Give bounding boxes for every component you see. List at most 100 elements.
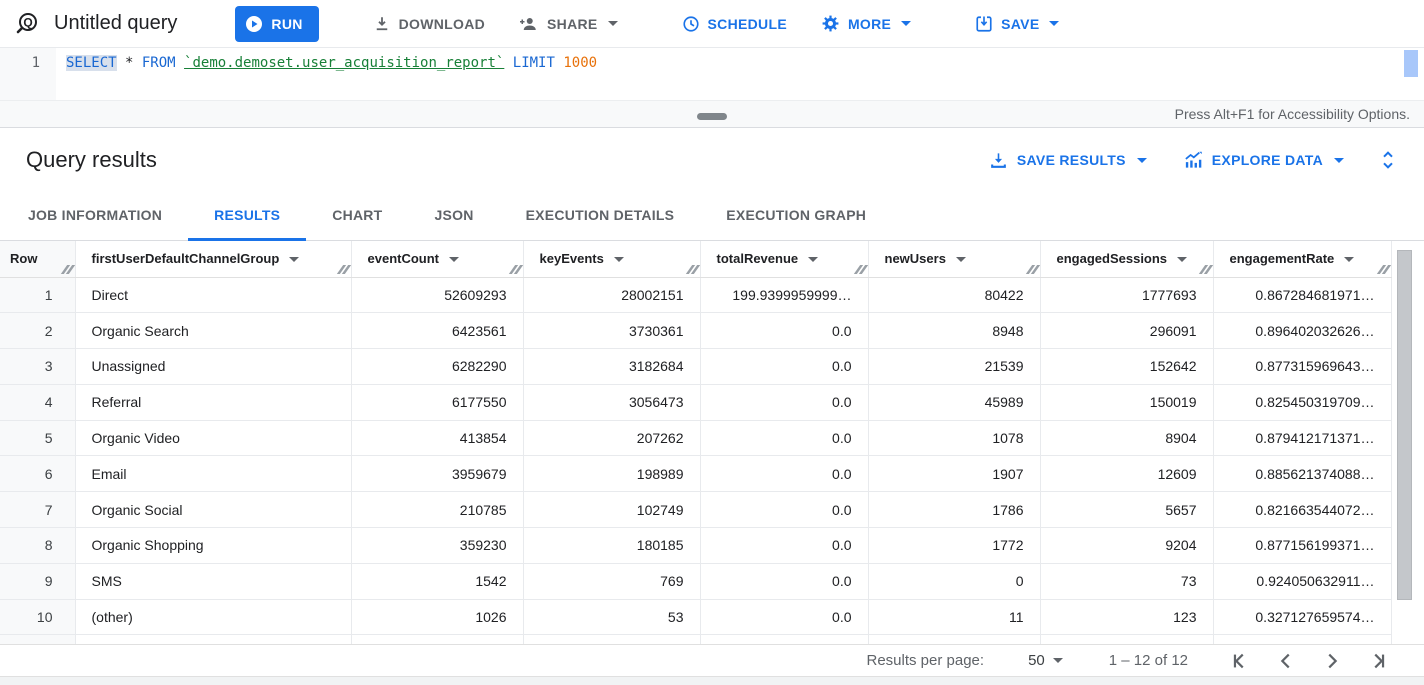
- collapse-panel-button[interactable]: [1380, 150, 1396, 170]
- more-button[interactable]: MORE: [811, 6, 921, 42]
- share-label: SHARE: [547, 15, 598, 32]
- cell-engagedSessions: 1777693: [1040, 277, 1214, 314]
- cell-engagementRate: 0.879412171371…: [1213, 420, 1392, 457]
- chevron-left-icon: [1280, 653, 1290, 668]
- cell-newUsers: 80422: [868, 277, 1041, 314]
- row-number: 8: [0, 527, 76, 564]
- table-row: 5 Organic Video 413854 207262 0.0 1078 8904 0.8…: [0, 420, 1392, 457]
- page-size-select[interactable]: 50: [1028, 652, 1063, 669]
- sql-code-line[interactable]: SELECT * FROM `demo.demoset.user_acquisi…: [56, 48, 597, 100]
- save-results-icon: [991, 152, 1006, 168]
- run-button[interactable]: RUN: [235, 5, 319, 42]
- cell-keyEvents: 102749: [523, 491, 701, 529]
- tab-execution-graph[interactable]: EXECUTION GRAPH: [726, 207, 867, 223]
- column-menu-icon[interactable]: [613, 257, 624, 263]
- column-header-keyEvents: keyEvents: [523, 241, 701, 278]
- cell-newUsers: 11: [868, 599, 1041, 636]
- column-resize-handle[interactable]: [1030, 264, 1039, 274]
- pagination-buttons: [1228, 649, 1390, 673]
- column-menu-icon[interactable]: [1177, 257, 1188, 263]
- sql-token: [176, 55, 184, 71]
- cell-eventCount: 1542: [351, 563, 524, 600]
- schedule-label: SCHEDULE: [707, 15, 787, 32]
- column-label: totalRevenue: [716, 251, 799, 267]
- cell-totalRevenue: 0.0: [700, 312, 869, 350]
- cell-totalRevenue: 0.0: [700, 599, 869, 636]
- column-resize-handle[interactable]: [858, 264, 867, 274]
- column-menu-icon[interactable]: [955, 257, 966, 263]
- next-page-button[interactable]: [1320, 649, 1344, 673]
- table-row: 4 Referral 6177550 3056473 0.0 45989 150019 0.8…: [0, 384, 1392, 421]
- column-menu-icon[interactable]: [289, 257, 300, 263]
- column-label: newUsers: [884, 251, 946, 267]
- explore-data-button[interactable]: EXPLORE DATA: [1183, 151, 1344, 170]
- cell-firstUserDefaultChannelGroup: Organic Shopping: [75, 527, 352, 564]
- editor-scrollbar[interactable]: [1404, 50, 1418, 77]
- cell-engagementRate: 0.825450319709…: [1213, 384, 1392, 421]
- sql-editor[interactable]: 1 SELECT * FROM `demo.demoset.user_acqui…: [0, 48, 1424, 100]
- table-scrollbar[interactable]: [1397, 250, 1412, 600]
- column-resize-handle[interactable]: [513, 264, 522, 274]
- download-button[interactable]: DOWNLOAD: [363, 6, 495, 42]
- explore-data-label: EXPLORE DATA: [1211, 152, 1323, 168]
- table-row: 3 Unassigned 6282290 3182684 0.0 21539 152642 0…: [0, 348, 1392, 385]
- cell-eventCount: 210785: [351, 491, 524, 529]
- column-resize-handle[interactable]: [341, 264, 350, 274]
- cell-totalRevenue: 0.0: [700, 491, 869, 529]
- cell-firstUserDefaultChannelGroup: (other): [75, 599, 352, 636]
- cell-newUsers: 1786: [868, 491, 1041, 529]
- column-header-engagementRate: engagementRate: [1213, 241, 1392, 278]
- previous-page-button[interactable]: [1274, 649, 1298, 673]
- last-page-button[interactable]: [1366, 649, 1390, 673]
- save-results-button[interactable]: SAVE RESULTS: [989, 151, 1147, 170]
- cell-engagementRate: 0.896402032626…: [1213, 312, 1392, 350]
- column-menu-icon[interactable]: [1344, 257, 1355, 263]
- column-menu-icon[interactable]: [449, 257, 459, 263]
- cell-engagedSessions: 9204: [1040, 527, 1214, 564]
- column-resize-handle[interactable]: [1203, 264, 1212, 274]
- cell-eventCount: 413854: [351, 420, 524, 457]
- cell-keyEvents: 53: [523, 599, 701, 636]
- column-resize-handle[interactable]: [690, 264, 699, 274]
- sql-table-link[interactable]: `demo.demoset.user_acquisition_report`: [184, 55, 505, 71]
- save-results-label: SAVE RESULTS: [1016, 152, 1126, 168]
- accessibility-hint-text: Press Alt+F1 for Accessibility Options.: [1174, 106, 1410, 122]
- cell-engagedSessions: 150019: [1040, 384, 1214, 421]
- cell-engagedSessions: 8904: [1040, 420, 1214, 457]
- panel-resize-handle[interactable]: [697, 113, 727, 120]
- column-resize-handle[interactable]: [1381, 264, 1390, 274]
- cell-eventCount: 6282290: [351, 348, 524, 385]
- column-header-firstUserDefaultChannelGroup: firstUserDefaultChannelGroup: [75, 241, 352, 278]
- schedule-button[interactable]: SCHEDULE: [672, 6, 797, 42]
- cell-keyEvents: 769: [523, 563, 701, 600]
- first-page-button[interactable]: [1228, 649, 1252, 673]
- cell-newUsers: 1907: [868, 455, 1041, 493]
- cell-eventCount: 6177550: [351, 384, 524, 421]
- row-number: 4: [0, 384, 76, 421]
- cell-keyEvents: 198989: [523, 455, 701, 493]
- tab-chart[interactable]: CHART: [332, 207, 383, 223]
- cell-engagedSessions: 152642: [1040, 348, 1214, 385]
- bigquery-query-icon: Q: [16, 12, 37, 33]
- first-page-icon: [1233, 653, 1244, 668]
- cell-engagementRate: 1.0: [1213, 634, 1392, 644]
- column-menu-icon[interactable]: [808, 257, 819, 263]
- download-label: DOWNLOAD: [398, 15, 486, 32]
- column-resize-handle[interactable]: [65, 264, 74, 274]
- tab-results[interactable]: RESULTS: [188, 192, 307, 241]
- cell-firstUserDefaultChannelGroup: Referral: [75, 384, 352, 421]
- cell-engagementRate: 0.867284681971…: [1213, 277, 1392, 314]
- tab-execution-details[interactable]: EXECUTION DETAILS: [525, 207, 675, 223]
- row-number: 1: [0, 277, 76, 314]
- cell-engagementRate: 0.877315969643…: [1213, 348, 1392, 385]
- share-button[interactable]: SHARE: [509, 6, 628, 42]
- table-row: 8 Organic Shopping 359230 180185 0.0 1772 9204…: [0, 527, 1392, 564]
- results-title: Query results: [26, 147, 157, 172]
- tab-json[interactable]: JSON: [434, 207, 474, 223]
- cell-firstUserDefaultChannelGroup: Unassigned: [75, 348, 352, 385]
- chevron-right-icon: [1328, 653, 1338, 668]
- chevron-down-icon: [1049, 21, 1060, 26]
- tab-job-information[interactable]: JOB INFORMATION: [28, 207, 163, 223]
- save-button[interactable]: SAVE: [965, 6, 1069, 42]
- unfold-icon: [1383, 151, 1393, 169]
